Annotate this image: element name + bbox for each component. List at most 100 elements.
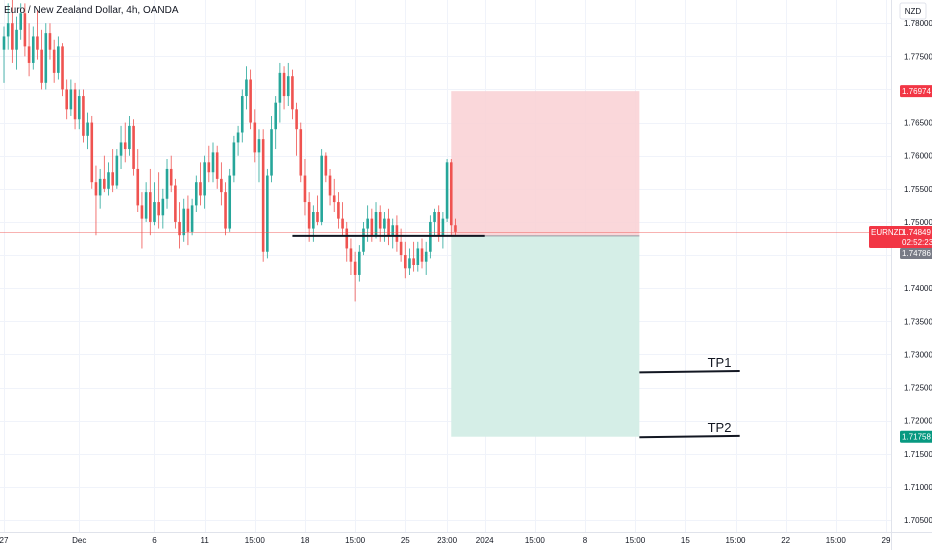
take-profit-label: TP1	[708, 355, 732, 370]
price-tick-label: 1.78000	[904, 19, 932, 28]
candle-body	[44, 33, 48, 83]
candle-body	[86, 122, 89, 136]
candle-body	[23, 13, 27, 47]
chart-title: Euro / New Zealand Dollar, 4h, OANDA	[4, 5, 179, 16]
candle-body	[307, 202, 311, 229]
candle-body	[433, 212, 436, 222]
price-tick-label: 1.73500	[904, 317, 932, 326]
price-tick-label: 1.73000	[904, 350, 932, 359]
candle-body	[391, 225, 395, 236]
candle-body	[353, 261, 357, 275]
price-tick-label: 1.76000	[904, 152, 932, 161]
candle-body	[178, 221, 181, 236]
last-price-tag: 1.74849	[902, 228, 931, 237]
candle-body	[199, 182, 202, 196]
candle-body	[211, 152, 215, 173]
candle-body	[374, 212, 378, 236]
candle-body	[240, 96, 244, 133]
price-tick-label: 1.72500	[904, 384, 932, 393]
candle-body	[278, 72, 282, 103]
candle-body	[412, 258, 415, 265]
candle-body	[358, 251, 361, 275]
candle-body	[132, 125, 135, 169]
candle-body	[261, 139, 265, 252]
take-profit-line	[639, 370, 740, 374]
candle-body	[169, 168, 173, 186]
target-price-tag-bg	[900, 430, 932, 443]
candle-body	[236, 132, 240, 143]
candles	[2, 0, 457, 302]
price-tick-label: 1.74000	[904, 284, 932, 293]
stop-loss-area	[451, 91, 640, 236]
candle-body	[366, 218, 369, 229]
candle-body	[395, 225, 399, 242]
candle-body	[345, 228, 349, 249]
time-tick-label: 15	[681, 536, 690, 545]
candle-body	[349, 248, 353, 262]
candle-body	[232, 142, 236, 176]
candle-body	[182, 208, 186, 236]
candle-body	[161, 198, 165, 216]
candle-body	[328, 175, 332, 196]
time-tick-label: 2024	[476, 536, 494, 545]
time-tick-label: 8	[583, 536, 588, 545]
time-tick-label: 27	[0, 536, 9, 545]
price-tick-label: 1.76500	[904, 119, 932, 128]
candle-body	[115, 155, 119, 186]
candle-body	[320, 155, 323, 222]
grid	[0, 0, 891, 532]
candle-body	[57, 46, 60, 73]
candle-body	[220, 178, 223, 193]
candle-body	[98, 178, 102, 196]
candle-body	[387, 218, 390, 236]
time-tick-label: 18	[301, 536, 310, 545]
candle-body	[224, 192, 227, 229]
candle-body	[370, 218, 374, 236]
candle-body	[378, 212, 382, 229]
currency-label: NZD	[905, 7, 922, 16]
candle-body	[270, 129, 273, 176]
drawings: TP1 TP2	[0, 232, 891, 439]
time-tick-label: 29	[882, 536, 891, 545]
candle-body	[424, 251, 428, 262]
candle-body	[94, 182, 98, 196]
time-tick-label: 6	[152, 536, 157, 545]
currency-box	[899, 2, 927, 20]
take-profit-label: TP2	[708, 420, 732, 435]
take-profit-area	[451, 235, 640, 437]
candle-body	[144, 192, 148, 219]
candle-body	[61, 46, 64, 90]
stop-price-tag-bg	[900, 85, 932, 98]
candle-body	[274, 102, 277, 130]
price-tick-label: 1.75000	[904, 218, 932, 227]
candle-body	[416, 248, 420, 265]
candle-body	[153, 202, 156, 222]
candle-body	[312, 212, 315, 229]
candle-body	[266, 175, 269, 252]
stop-loss-zone	[451, 91, 640, 437]
candle-body	[123, 142, 127, 150]
candle-body	[107, 172, 110, 189]
take-profit-line	[639, 434, 740, 439]
candle-body	[136, 168, 140, 206]
candle-body	[2, 36, 6, 50]
candle-body	[140, 205, 144, 219]
time-tick-label: 15:00	[826, 536, 847, 545]
candle-body	[48, 33, 52, 50]
time-tick-label: 15:00	[525, 536, 546, 545]
candle-body	[437, 212, 441, 236]
price-tick-label: 1.70500	[904, 516, 932, 525]
candle-body	[316, 212, 319, 222]
time-tick-label: 15:00	[345, 536, 366, 545]
target-price-tag: 1.71758	[902, 433, 931, 442]
candle-body	[449, 162, 453, 226]
candle-body	[73, 89, 77, 120]
time-tick-label: Dec	[72, 536, 86, 545]
price-tick-label: 1.75500	[904, 185, 932, 194]
price-axis[interactable]: NZD 1.70500 1.71000 1.71500 1.72000 1.72500 1.…	[891, 0, 932, 550]
time-axis[interactable]: 27 Dec 6 11 15:00 18 15:00 25 23:00 2024 15:00 8 15:…	[0, 532, 932, 546]
candle-body	[207, 162, 211, 173]
candle-body	[399, 241, 403, 256]
candle-body	[19, 13, 23, 30]
